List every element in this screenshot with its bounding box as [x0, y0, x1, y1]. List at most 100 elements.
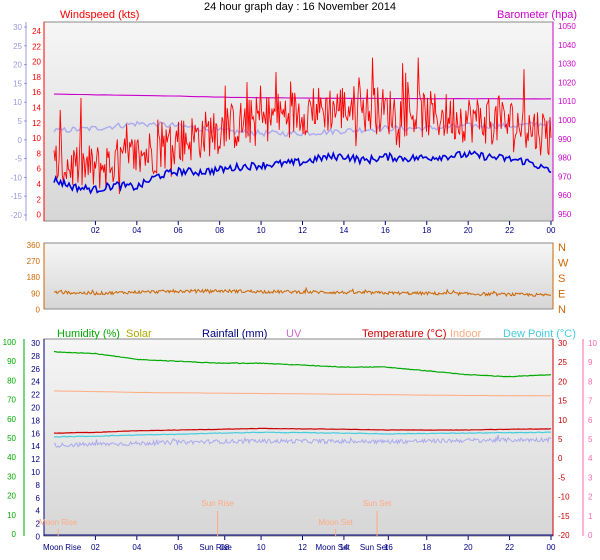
humidity-label: 50: [7, 434, 16, 443]
temp-label: -10: [558, 493, 570, 502]
wind-legend-barometer: Barometer (hpa): [497, 9, 577, 21]
uv-label: 10: [588, 339, 597, 348]
wind-x-tick-label: 14: [339, 226, 348, 235]
uv-label: 5: [588, 435, 593, 444]
temp-x-tick-label: 18: [422, 543, 431, 552]
uv-label: 1: [588, 512, 593, 521]
wind-x-tick-label: 22: [505, 226, 514, 235]
temp-axis-labels: 1009080706050403020100302826242220181614…: [3, 338, 598, 542]
temp-label: 5: [558, 435, 563, 444]
temperature-series-line: [53, 427, 552, 434]
astro-annotations: Moon Rise Sun Rise Sun Set Moon Set: [39, 499, 392, 536]
temp-series: [44, 350, 553, 536]
temp-legend-item: Temperature (°C): [362, 328, 446, 340]
temp-x-tick-label: Sun Rise: [199, 543, 232, 552]
wind-inner-label: 0: [37, 211, 42, 220]
humidity-label: 30: [7, 472, 16, 481]
wind-x-tick-label: 10: [257, 226, 266, 235]
wind-inner-label: 10: [32, 134, 41, 143]
rain-label: 4: [36, 507, 41, 516]
temp-panel-plot: [43, 338, 554, 537]
rain-label: 14: [31, 442, 40, 451]
direction-label: 0: [36, 305, 41, 314]
temp-label: -15: [558, 512, 570, 521]
temp-x-tick-label: 02: [91, 543, 100, 552]
wind-inner-label: 22: [32, 42, 41, 51]
uv-label: 4: [588, 454, 593, 463]
uv-label: 3: [588, 473, 593, 482]
rain-label: 24: [31, 378, 40, 387]
temp-label: 15: [558, 397, 567, 406]
barometer-label: 1030: [558, 60, 576, 69]
indoor-series-line: [53, 390, 551, 397]
rain-label: 8: [36, 481, 41, 490]
rain-label: 18: [31, 416, 40, 425]
temp-x-tick-label: Sun Set: [360, 543, 389, 552]
temp-label: -20: [558, 531, 570, 540]
wind-outer-label: -15: [10, 192, 22, 201]
humidity-label: 80: [7, 376, 16, 385]
temp-legend-item: Indoor: [450, 328, 482, 340]
wind-inner-label: 6: [37, 165, 42, 174]
wind-outer-label: 0: [18, 136, 23, 145]
barometer-label: 960: [558, 191, 572, 200]
wind-x-tick-label: 06: [174, 226, 183, 235]
barometer-label: 1000: [558, 116, 576, 125]
wind-x-ticks: 02 04 06 08 10 12 14 16 18 20 22 00: [91, 221, 556, 235]
wind-outer-label: 10: [13, 98, 22, 107]
temp-legend-item: Humidity (%): [57, 328, 120, 340]
barometer-label: 1040: [558, 41, 576, 50]
direction-series: [53, 286, 552, 298]
rain-label: 28: [31, 352, 40, 361]
humidity-label: 60: [7, 415, 16, 424]
rain-label: 10: [31, 468, 40, 477]
temp-legend-item: Solar: [126, 328, 152, 340]
temp-x-tick-label: 00: [547, 543, 556, 552]
humidity-label: 70: [7, 396, 16, 405]
wind-outer-label: 25: [13, 42, 22, 51]
wind-x-tick-label: 18: [422, 226, 431, 235]
wind-outer-label: 20: [13, 61, 22, 70]
rain-label: 12: [31, 455, 40, 464]
barometer-label: 1020: [558, 78, 576, 87]
temp-label: 25: [558, 358, 567, 367]
wind-inner-label: 24: [32, 27, 41, 36]
wind-x-tick-label: 16: [381, 226, 390, 235]
wind-series: [53, 57, 552, 195]
direction-label: 270: [27, 257, 41, 266]
humidity-label: 0: [12, 530, 17, 539]
wind-inner-label: 12: [32, 119, 41, 128]
pressure-series-line: [53, 93, 552, 100]
compass-label: N: [558, 242, 566, 254]
temp-x-tick-label: 06: [174, 543, 183, 552]
wind-inner-label: 4: [37, 180, 42, 189]
temp-label: 0: [558, 454, 563, 463]
temp-x-tick-label: Moon Rise: [43, 543, 82, 552]
temp-label: 30: [558, 339, 567, 348]
temp-label: 20: [558, 377, 567, 386]
compass-label: S: [558, 273, 565, 285]
wind-inner-label: 20: [32, 58, 41, 67]
astro-annotation-label: Moon Set: [319, 518, 354, 527]
humidity-label: 40: [7, 453, 16, 462]
wind-outer-label: -20: [10, 211, 22, 220]
humidity-label: 90: [7, 357, 16, 366]
barometer-label: 970: [558, 172, 572, 181]
wind-inner-label: 8: [37, 149, 42, 158]
wind-inner-label: 16: [32, 88, 41, 97]
uv-label: 9: [588, 358, 593, 367]
temp-x-tick-label: Moon Set: [316, 543, 351, 552]
direction-label: 90: [31, 289, 40, 298]
wind-inner-label: 14: [32, 104, 41, 113]
rain-label: 26: [31, 365, 40, 374]
barometer-label: 1050: [558, 22, 576, 31]
uv-label: 0: [588, 531, 593, 540]
wind-panel-plot: [43, 21, 554, 222]
temp-x-tick-label: 04: [132, 543, 141, 552]
temp-x-tick-label: 14: [339, 543, 348, 552]
wind-inner-label: 2: [37, 195, 42, 204]
direction-series-line: [53, 286, 552, 298]
barometer-label: 950: [558, 210, 572, 219]
